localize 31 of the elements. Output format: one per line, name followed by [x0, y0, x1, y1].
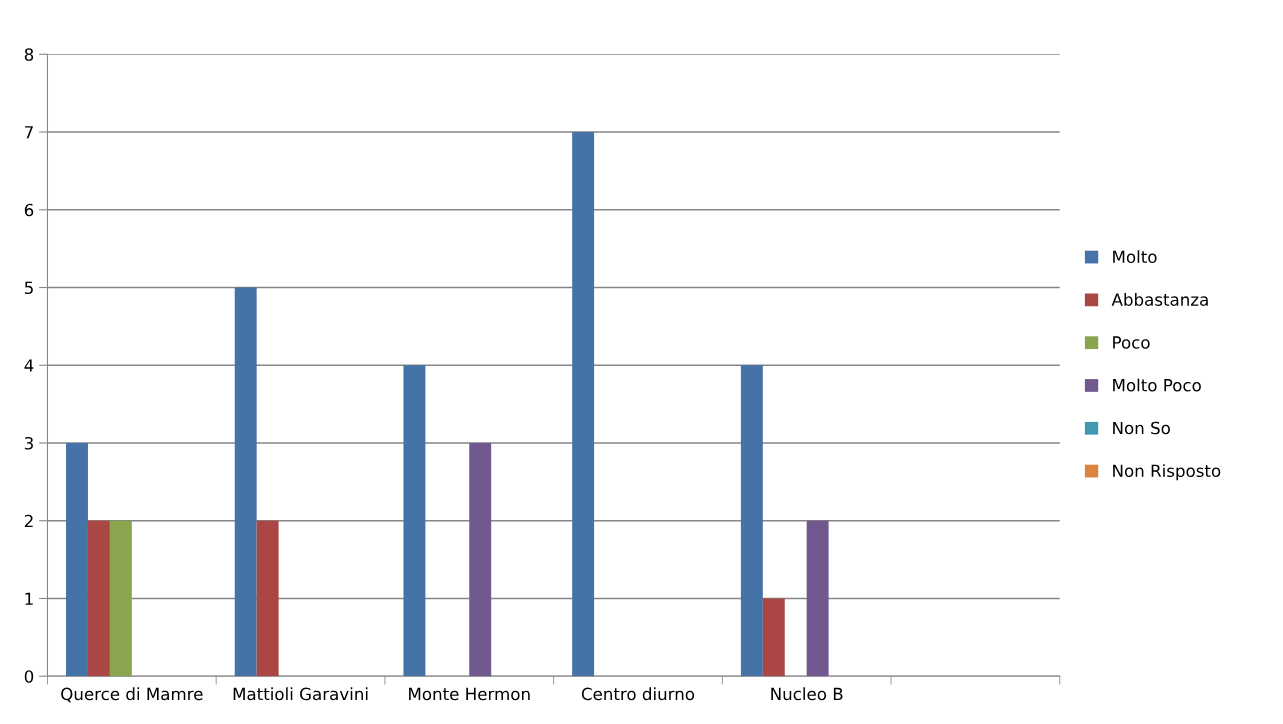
y-tick-label: 2 — [24, 514, 33, 528]
bar — [469, 443, 492, 677]
x-tick-label: Nucleo B — [771, 687, 843, 701]
bar — [256, 520, 279, 677]
legend-label: Poco — [1113, 336, 1150, 349]
bar — [234, 287, 257, 677]
bar — [762, 598, 785, 677]
y-tick-label: 0 — [24, 670, 34, 683]
legend-label: Non So — [1113, 421, 1170, 435]
x-tick-label: Mattioli Garavini — [233, 687, 368, 701]
x-tick-label: Centro diurno — [581, 687, 695, 701]
bar — [403, 365, 426, 677]
y-tick-label: 7 — [25, 126, 33, 139]
y-tick-label: 4 — [24, 359, 34, 372]
legend-label: Abbastanza — [1111, 293, 1208, 306]
y-tick-label: 1 — [25, 592, 33, 605]
legend-label: Non Risposto — [1113, 464, 1221, 481]
bar — [806, 520, 829, 677]
y-tick-label: 8 — [24, 48, 34, 61]
legend-label: Molto — [1113, 250, 1157, 264]
y-tick-label: 3 — [24, 436, 33, 450]
x-tick-label: Monte Hermon — [409, 687, 530, 701]
bar — [740, 365, 763, 677]
bar — [87, 520, 110, 677]
bar — [572, 132, 595, 677]
x-tick-label: Querce di Mamre — [61, 687, 203, 703]
bar — [66, 443, 88, 677]
y-tick-label: 5 — [24, 281, 33, 295]
legend-label: Molto Poco — [1113, 378, 1201, 392]
y-tick-label: 6 — [24, 203, 34, 217]
bar — [109, 520, 132, 677]
